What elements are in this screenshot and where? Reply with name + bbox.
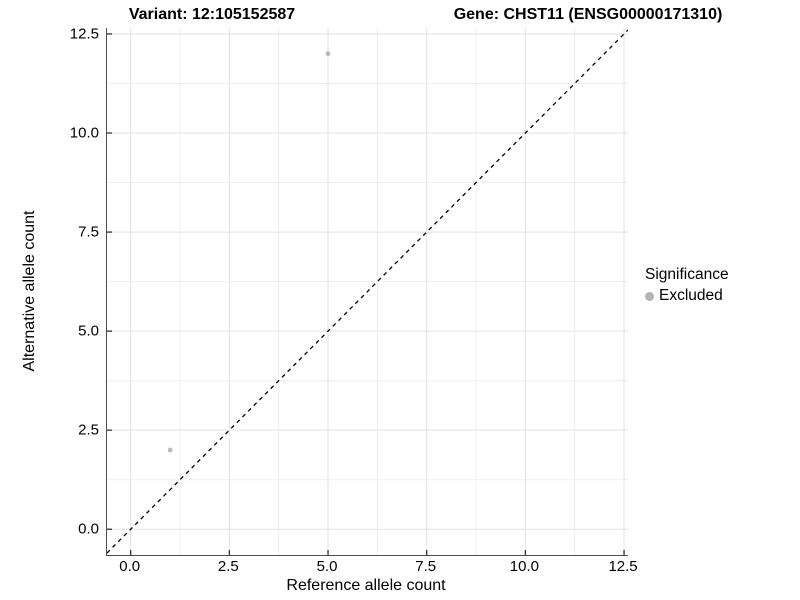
y-tick-label: 2.5 (78, 421, 99, 439)
y-axis-tick-labels: 0.0 2.5 5.0 7.5 10.0 12.5 (0, 25, 99, 555)
legend-point-icon (645, 291, 654, 301)
identity-line (107, 29, 628, 554)
x-tick-label: 5.0 (316, 558, 338, 575)
y-tick-label: 10.0 (69, 124, 99, 142)
plot-title-variant: Variant: 12:105152587 (128, 6, 296, 23)
x-tick-label: 12.5 (608, 558, 638, 575)
legend: Significance Excluded (645, 266, 729, 305)
legend-items: Excluded (645, 287, 729, 305)
x-axis-title: Reference allele count (286, 577, 446, 594)
x-tick-label: 0.0 (119, 558, 141, 575)
y-tick-label: 5.0 (78, 322, 99, 340)
data-point (325, 51, 331, 57)
plot-title-gene: Gene: CHST11 (ENSG00000171310) (453, 6, 723, 23)
legend-item: Excluded (645, 287, 729, 305)
x-tick-label: 2.5 (217, 558, 239, 575)
y-tick-label: 0.0 (78, 520, 99, 538)
x-tick-label: 10.0 (509, 558, 539, 575)
plot-svg (107, 28, 628, 555)
plot-panel (106, 28, 628, 556)
legend-item-label: Excluded (659, 287, 723, 304)
y-tick-label: 7.5 (78, 223, 99, 241)
legend-title: Significance (645, 266, 729, 283)
y-tick-label: 12.5 (69, 25, 99, 43)
x-axis-tick-labels: 0.0 2.5 5.0 7.5 10.0 12.5 (106, 558, 637, 578)
x-tick-label: 7.5 (415, 558, 437, 575)
data-point (167, 447, 173, 453)
